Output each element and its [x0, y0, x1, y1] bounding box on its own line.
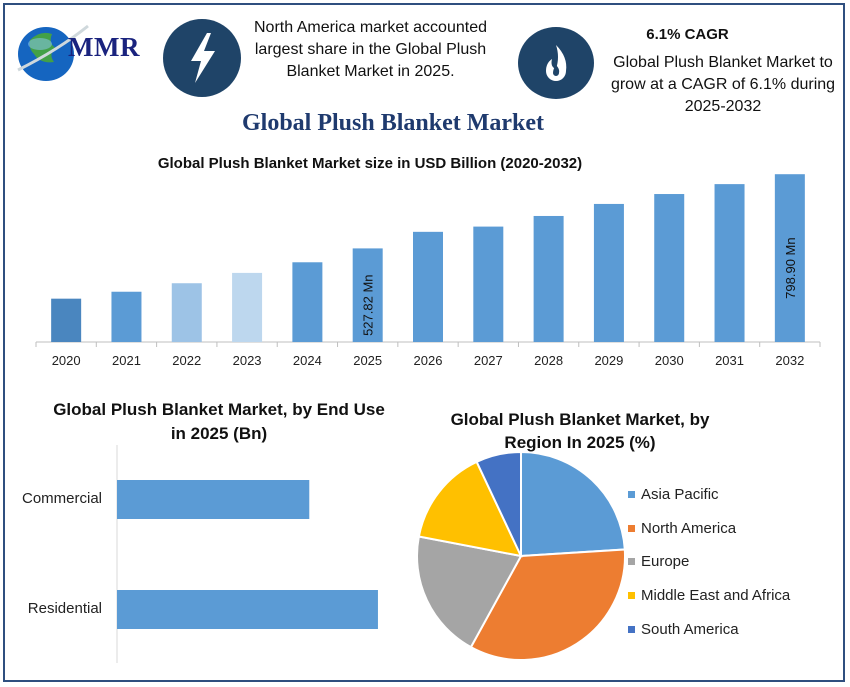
x-tick-label-2021: 2021: [112, 353, 141, 368]
cagr-info: Global Plush Blanket Market to grow at a…: [610, 54, 836, 115]
x-tick-label-2023: 2023: [233, 353, 262, 368]
bar-2024: [292, 262, 323, 342]
pie-slice-europe: [416, 535, 523, 649]
infographic-frame: [3, 3, 845, 682]
region-share-info: North America market accounted largest s…: [254, 19, 487, 80]
data-label-2032: 798.90 Mn: [783, 237, 798, 298]
bar-2022: [171, 283, 202, 342]
bar-2023: [232, 272, 263, 342]
legend-item: North America: [628, 512, 790, 546]
legend-swatch: [628, 592, 635, 600]
mmr-logo-globe-icon: [17, 24, 89, 81]
x-tick-label-2028: 2028: [534, 353, 563, 368]
pie-slice-middle-east-and-africa: [417, 460, 523, 558]
x-tick-label-2024: 2024: [293, 353, 322, 368]
legend-item: Middle East and Africa: [628, 579, 790, 613]
hbar-commercial: [117, 480, 310, 519]
legend-item: Asia Pacific: [628, 478, 790, 512]
bar-2030: [654, 194, 685, 342]
legend-swatch: [628, 625, 635, 633]
lightning-bolt-icon: [163, 19, 241, 97]
legend-label: Asia Pacific: [641, 486, 719, 504]
x-tick-label-2030: 2030: [655, 353, 684, 368]
x-tick-label-2027: 2027: [474, 353, 503, 368]
hbar-residential: [117, 590, 378, 629]
legend-label: South America: [641, 620, 739, 638]
bar-2021: [111, 291, 142, 342]
bar-2031: [714, 184, 745, 342]
x-tick-label-2029: 2029: [594, 353, 623, 368]
bar-2032: [774, 174, 805, 342]
cagr-heading: 6.1% CAGR: [646, 26, 729, 43]
legend-label: North America: [641, 519, 737, 537]
page-title: Global Plush Blanket Market: [241, 110, 545, 136]
x-tick-label-2022: 2022: [172, 353, 201, 368]
pie-slice-south-america: [475, 450, 522, 557]
category-label-residential: Residential: [27, 600, 102, 617]
bar-2027: [473, 226, 504, 342]
legend-swatch: [628, 491, 635, 499]
x-tick-label-2031: 2031: [715, 353, 744, 368]
bar-2020: [51, 298, 82, 342]
region-pie-title: Global Plush Blanket Market, by Region I…: [450, 410, 710, 452]
legend-item: South America: [628, 612, 790, 646]
end-use-chart-title: Global Plush Blanket Market, by End Use …: [53, 400, 385, 443]
legend-swatch: [628, 558, 635, 566]
data-label-2025: 527.82 Mn: [361, 274, 376, 335]
x-tick-label-2025: 2025: [353, 353, 382, 368]
x-tick-label-2020: 2020: [52, 353, 81, 368]
bar-chart-title: Global Plush Blanket Market size in USD …: [157, 155, 583, 172]
bar-2025: [352, 248, 383, 342]
category-label-commercial: Commercial: [21, 490, 102, 507]
legend-label: Europe: [641, 553, 690, 571]
legend-swatch: [628, 524, 635, 532]
pie-legend: Asia Pacific North America Europe Middle Ea…: [628, 478, 790, 646]
pie-slice-asia-pacific: [520, 450, 626, 558]
x-tick-label-2026: 2026: [414, 353, 443, 368]
bar-2026: [413, 231, 443, 342]
logo-text: MMR: [68, 32, 140, 62]
legend-item: Europe: [628, 545, 790, 579]
flame-icon: [518, 27, 594, 99]
bar-2029: [593, 203, 624, 342]
legend-label: Middle East and Africa: [641, 587, 791, 605]
x-tick-label-2032: 2032: [775, 353, 804, 368]
bar-2028: [533, 215, 564, 342]
